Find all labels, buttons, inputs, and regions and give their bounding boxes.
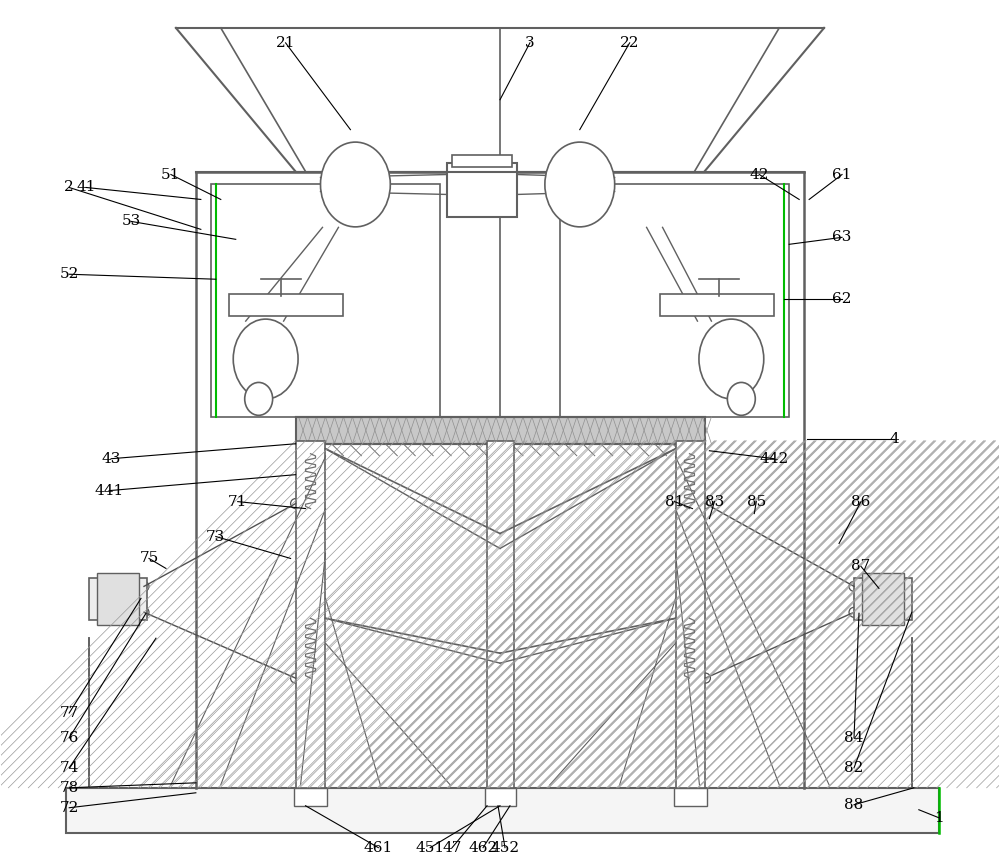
Bar [97, 574, 139, 625]
Text: 85: 85 [747, 495, 766, 508]
Text: 71: 71 [228, 495, 247, 508]
Ellipse shape [727, 383, 755, 415]
Text: 53: 53 [121, 214, 141, 229]
Text: 41: 41 [76, 181, 96, 194]
Bar [296, 417, 705, 443]
Text: 22: 22 [620, 36, 639, 50]
Text: 451: 451 [416, 841, 445, 854]
Bar [211, 185, 440, 417]
Text: 82: 82 [844, 761, 864, 775]
Text: 73: 73 [206, 530, 225, 544]
Text: 88: 88 [844, 798, 864, 811]
Text: 83: 83 [705, 495, 724, 508]
Text: 2: 2 [64, 181, 74, 194]
Text: 74: 74 [60, 761, 79, 775]
Text: 462: 462 [468, 841, 498, 854]
Text: 442: 442 [760, 452, 789, 466]
Text: 76: 76 [60, 731, 79, 745]
Text: 84: 84 [844, 731, 864, 745]
Bar [485, 788, 516, 805]
Text: 4: 4 [889, 431, 899, 446]
Bar [89, 579, 147, 621]
Text: 51: 51 [161, 168, 181, 181]
Bar [487, 441, 514, 788]
Ellipse shape [545, 142, 615, 227]
Ellipse shape [233, 319, 298, 399]
Text: 1: 1 [934, 811, 944, 824]
Bar [447, 163, 517, 217]
Ellipse shape [699, 319, 764, 399]
Text: 441: 441 [94, 484, 124, 497]
Text: 47: 47 [442, 841, 462, 854]
Bar [674, 788, 707, 805]
Bar [660, 294, 774, 316]
Bar [294, 788, 327, 805]
Text: 72: 72 [60, 800, 79, 815]
Text: 78: 78 [60, 781, 79, 795]
Text: 86: 86 [851, 495, 871, 508]
Text: 42: 42 [750, 168, 769, 181]
Bar [296, 441, 325, 788]
Text: 87: 87 [851, 560, 871, 574]
Ellipse shape [245, 383, 273, 415]
Text: 452: 452 [490, 841, 520, 854]
Bar [229, 294, 343, 316]
Text: 52: 52 [60, 267, 79, 282]
Bar [66, 788, 939, 833]
Text: 61: 61 [832, 168, 852, 181]
Text: 77: 77 [60, 706, 79, 720]
Text: 62: 62 [832, 292, 852, 306]
Text: 81: 81 [665, 495, 684, 508]
Bar [452, 155, 512, 167]
Text: 63: 63 [832, 230, 852, 244]
Text: 75: 75 [139, 551, 159, 566]
Text: 43: 43 [101, 452, 121, 466]
Text: 3: 3 [525, 36, 535, 50]
Bar [676, 441, 705, 788]
Text: 461: 461 [364, 841, 393, 854]
Text: 21: 21 [276, 36, 295, 50]
Bar [854, 579, 912, 621]
Bar [862, 574, 904, 625]
Ellipse shape [321, 142, 390, 227]
Bar [560, 185, 789, 417]
